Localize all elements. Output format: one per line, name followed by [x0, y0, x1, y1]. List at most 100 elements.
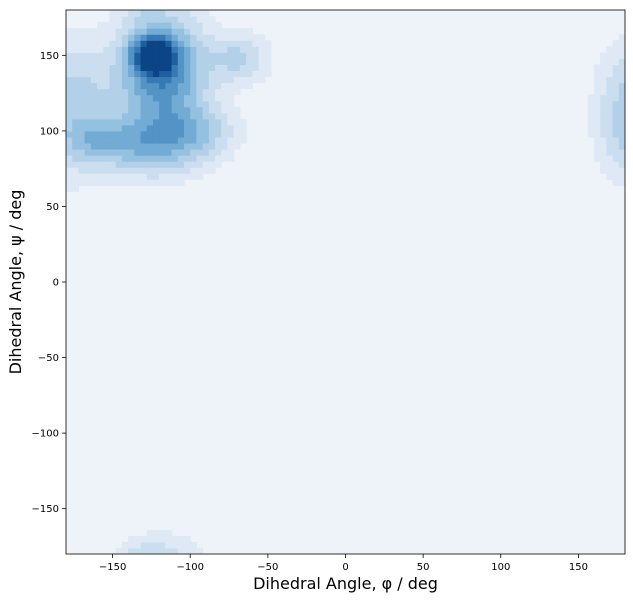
density-cell [587, 118, 595, 126]
density-cell [128, 149, 135, 156]
density-cell [215, 106, 222, 114]
density-cell [246, 46, 253, 53]
density-cell [618, 52, 625, 59]
density-cell [221, 52, 229, 59]
density-cell [618, 40, 625, 47]
density-cell [146, 535, 154, 543]
density-cell [227, 70, 235, 78]
density-cell [258, 40, 266, 47]
density-cell [115, 88, 123, 96]
density-cell [152, 100, 160, 108]
density-cell [165, 28, 173, 35]
density-cell [184, 100, 191, 108]
density-cell [128, 34, 135, 41]
density-cell [618, 173, 625, 180]
density-cell [115, 58, 123, 65]
density-cell [165, 52, 173, 59]
density-cell [202, 149, 210, 156]
density-cell [90, 94, 98, 102]
density-cell [215, 155, 222, 162]
density-cell [606, 124, 614, 132]
density-cell [196, 100, 204, 108]
density-cell [134, 94, 142, 102]
density-cell [159, 136, 166, 144]
density-cell [72, 58, 80, 65]
density-cell [221, 124, 229, 132]
density-cell [202, 118, 210, 126]
density-cell [128, 161, 135, 168]
density-cell [109, 82, 117, 90]
density-cell [606, 106, 614, 114]
density-cell [90, 58, 98, 65]
density-cell [171, 149, 179, 156]
density-cell [103, 112, 111, 120]
density-cell [618, 130, 625, 138]
density-cell [165, 130, 173, 138]
density-cell [165, 76, 173, 84]
density-cell [258, 52, 266, 59]
density-cell [171, 547, 179, 554]
density-cell [90, 106, 98, 114]
density-cell [202, 64, 210, 72]
density-cell [612, 118, 620, 126]
density-cell [109, 70, 117, 78]
density-cell [103, 149, 111, 156]
density-cell [103, 142, 111, 150]
density-cell [159, 149, 166, 156]
density-cell [128, 142, 135, 150]
density-cell [227, 100, 235, 108]
density-cell [246, 76, 253, 84]
density-cell [78, 124, 86, 132]
density-cell [140, 142, 148, 150]
x-tick-label: −100 [176, 562, 203, 573]
density-cell [128, 155, 135, 162]
density-cell [115, 82, 123, 90]
density-cell [177, 179, 185, 186]
density-cell [171, 124, 179, 132]
density-cell [146, 130, 154, 138]
density-cell [134, 155, 142, 162]
density-cell [84, 161, 92, 168]
density-cell [84, 136, 92, 144]
density-cell [618, 118, 625, 126]
density-cell [177, 16, 185, 23]
density-cell [90, 118, 98, 126]
density-cell [196, 167, 204, 174]
density-cell [128, 167, 135, 174]
density-cell [146, 34, 154, 41]
density-cell [128, 124, 135, 132]
density-cell [177, 34, 185, 41]
density-cell [140, 124, 148, 132]
density-cell [593, 88, 601, 96]
density-cell [109, 100, 117, 108]
density-cell [190, 28, 198, 35]
density-cell [177, 52, 185, 59]
density-cell [618, 142, 625, 150]
density-cell [115, 52, 123, 59]
density-cell [78, 167, 86, 174]
density-cell [215, 136, 222, 144]
density-cell [152, 535, 160, 543]
density-cell [606, 112, 614, 120]
density-cell [72, 149, 80, 156]
density-cell [159, 10, 166, 17]
density-cell [215, 58, 222, 65]
density-cell [252, 70, 260, 78]
density-cell [152, 22, 160, 29]
density-cell [121, 58, 129, 65]
density-cell [84, 76, 92, 84]
density-cell [72, 88, 80, 96]
density-cell [115, 547, 123, 554]
density-cell [239, 64, 247, 72]
density-cell [78, 34, 86, 41]
density-cell [134, 88, 142, 96]
density-cell [128, 541, 135, 549]
density-cell [121, 10, 129, 17]
density-cell [165, 136, 173, 144]
density-cell [103, 100, 111, 108]
density-cell [84, 28, 92, 35]
density-cell [146, 40, 154, 47]
density-cell [190, 64, 198, 72]
density-cell [152, 70, 160, 78]
density-cell [196, 142, 204, 150]
